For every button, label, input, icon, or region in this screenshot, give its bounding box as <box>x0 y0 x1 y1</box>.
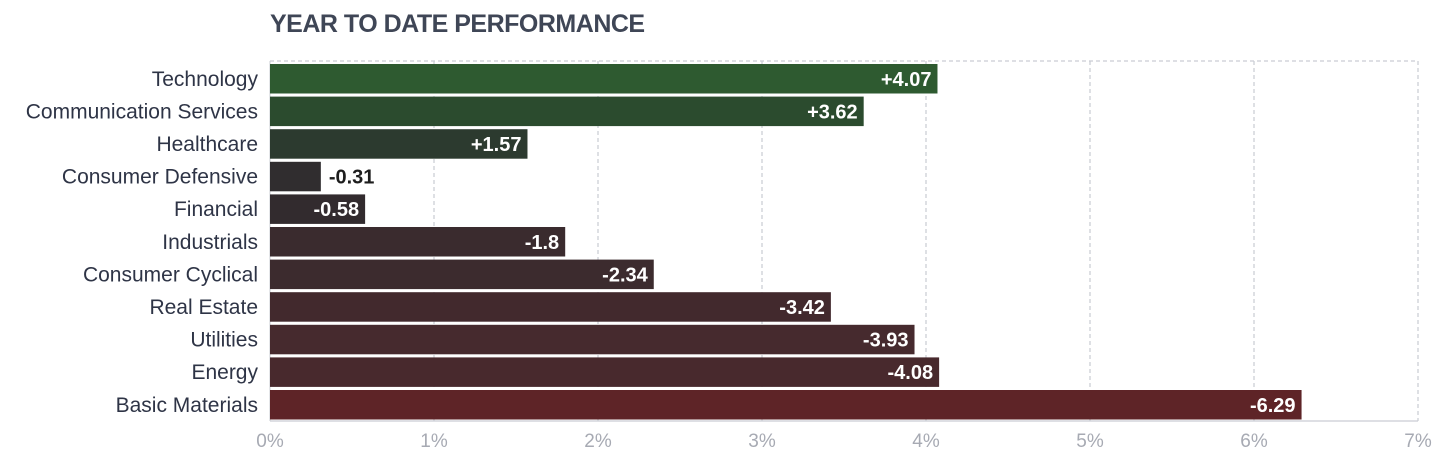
category-label: Healthcare <box>156 133 258 156</box>
bar <box>270 96 864 127</box>
value-label: +1.57 <box>471 134 522 156</box>
category-label: Communication Services <box>26 100 258 123</box>
value-label: -3.93 <box>863 330 909 352</box>
x-tick-label: 2% <box>584 431 612 452</box>
x-tick-label: 4% <box>912 431 940 452</box>
bar <box>270 324 915 355</box>
value-label: -2.34 <box>602 264 648 286</box>
category-label: Consumer Defensive <box>62 166 258 189</box>
x-tick-label: 7% <box>1404 431 1432 452</box>
value-label: -6.29 <box>1250 395 1296 417</box>
bar <box>270 292 831 322</box>
value-label: -0.58 <box>314 199 360 221</box>
bar <box>270 227 566 257</box>
category-label: Industrials <box>162 231 258 254</box>
bar <box>270 129 528 159</box>
x-tick-label: 6% <box>1240 431 1268 452</box>
x-tick-label: 0% <box>256 431 284 452</box>
category-label: Utilities <box>190 329 258 352</box>
value-label: -1.8 <box>525 232 559 254</box>
value-label: -4.08 <box>888 362 934 384</box>
x-tick-label: 3% <box>748 431 776 452</box>
value-label: +4.07 <box>881 69 932 91</box>
category-label: Energy <box>191 361 258 384</box>
chart-title: YEAR TO DATE PERFORMANCE <box>270 10 645 38</box>
value-label: -3.42 <box>779 297 825 319</box>
category-label: Consumer Cyclical <box>83 263 258 286</box>
category-label: Real Estate <box>149 296 258 319</box>
x-tick-label: 1% <box>420 431 448 452</box>
value-label: -0.31 <box>329 167 375 189</box>
bar <box>270 259 654 290</box>
category-label: Basic Materials <box>116 394 258 417</box>
category-label: Financial <box>174 198 258 221</box>
bar <box>270 390 1302 420</box>
bar <box>270 64 938 94</box>
x-tick-label: 5% <box>1076 431 1104 452</box>
bar <box>270 357 940 387</box>
bar <box>270 194 366 224</box>
value-label: +3.62 <box>807 101 858 123</box>
bar <box>270 161 321 192</box>
category-label: Technology <box>152 68 259 91</box>
